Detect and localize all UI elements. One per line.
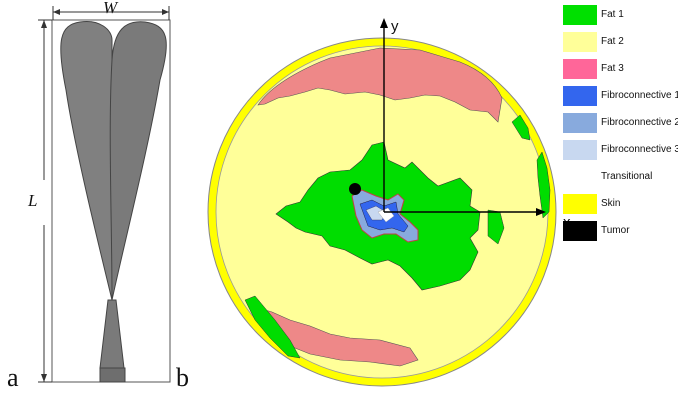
panel-a-right-lobe — [109, 21, 167, 301]
legend-label: Fibroconnective 3 — [601, 144, 678, 155]
width-label: W — [103, 0, 118, 17]
legend-swatch — [563, 113, 597, 133]
legend-swatch — [563, 140, 597, 160]
fat1-rim-right-upper — [511, 114, 531, 141]
legend-swatch — [563, 194, 597, 214]
length-label: L — [28, 191, 38, 210]
panel-b-label: b — [176, 363, 189, 392]
y-axis-arrowhead — [380, 18, 388, 28]
panel-a-base — [99, 367, 126, 383]
x-axis-arrowhead — [536, 208, 546, 216]
width-arrow-left-head — [53, 9, 60, 15]
panel-a-left-lobe — [60, 21, 114, 301]
legend-swatch — [563, 32, 597, 52]
legend-label: Transitional — [601, 171, 653, 182]
legend-label: Skin — [601, 198, 621, 209]
legend-swatch — [563, 167, 597, 187]
fat1-rim-lower-left — [244, 295, 301, 359]
legend-swatch — [563, 59, 597, 79]
legend-label: Fat 2 — [601, 36, 624, 47]
length-arrow-bottom-head — [41, 374, 47, 382]
legend-swatch — [563, 5, 597, 25]
legend-swatch — [563, 86, 597, 106]
length-arrow-top-head — [41, 20, 47, 28]
legend-label: Tumor — [601, 225, 630, 236]
fat3-upper-region — [257, 47, 503, 123]
legend-swatch — [563, 221, 597, 241]
panel-b-cross-section — [207, 18, 557, 387]
panel-a-label: a — [7, 363, 19, 392]
legend-label: Fat 3 — [601, 63, 624, 74]
y-axis-label: y — [391, 18, 399, 35]
width-arrow-right-head — [162, 9, 169, 15]
tumor-marker — [349, 183, 361, 195]
fat3-lower-region — [257, 307, 419, 367]
legend-label: Fibroconnective 1 — [601, 90, 678, 101]
panel-a-neck — [99, 299, 125, 369]
panel-a-schematic — [38, 6, 171, 383]
legend-label: Fat 1 — [601, 9, 624, 20]
legend-label: Fibroconnective 2 — [601, 117, 678, 128]
fat1-rim-right — [536, 151, 551, 219]
